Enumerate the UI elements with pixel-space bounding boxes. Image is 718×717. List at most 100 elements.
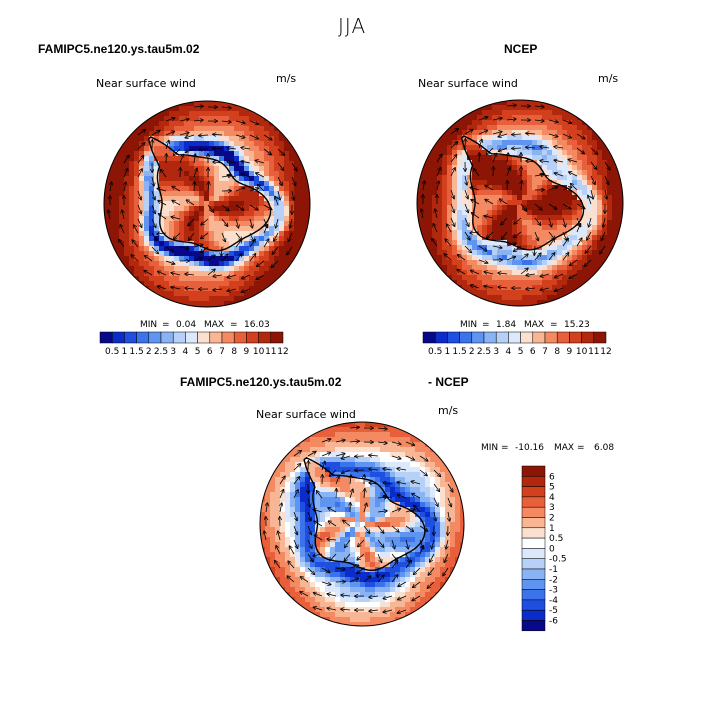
panel3-colorbar-box <box>521 609 546 621</box>
panel1-min-label: MIN <box>140 320 157 330</box>
wind-vector <box>158 286 167 290</box>
panel2-colorbar-label: 9 <box>567 347 573 357</box>
wind-vector <box>512 134 522 135</box>
panel1-case: FAMIPC5.ne120.ys.tau5m.02 <box>38 42 200 56</box>
panel1-max-value: 16.03 <box>244 320 270 330</box>
wind-vector <box>213 162 223 163</box>
wind-vector <box>341 455 351 459</box>
panel3-colorbar-label: -5 <box>549 606 558 616</box>
wind-vector <box>588 196 592 205</box>
wind-vector <box>471 285 480 289</box>
panel2-colorbar-box <box>532 331 546 344</box>
wind-vector <box>369 469 379 470</box>
wind-vector <box>512 148 522 149</box>
wind-vector <box>174 148 181 155</box>
panel2-eq: = <box>482 320 490 330</box>
panel3-colorbar-box <box>521 537 546 549</box>
wind-vector <box>256 173 265 178</box>
wind-vector <box>165 141 169 150</box>
wind-vector <box>391 539 395 549</box>
wind-vector <box>208 182 209 192</box>
wind-vector <box>119 240 125 248</box>
wind-vector <box>277 148 285 155</box>
panel2-colorbar-label: 5 <box>518 347 524 357</box>
wind-vector <box>548 133 558 137</box>
wind-vector <box>520 203 527 211</box>
wind-vector <box>321 567 330 573</box>
wind-vector <box>377 442 387 443</box>
wind-vector <box>540 147 550 148</box>
panel1-colorbar-label: 8 <box>231 347 237 357</box>
wind-vector <box>492 118 502 120</box>
panel2-colorbar-label: 0.5 <box>428 347 442 357</box>
wind-vector <box>526 288 536 289</box>
panel3-colorbar-label: -6 <box>549 617 558 627</box>
wind-vector <box>300 592 309 597</box>
wind-vector <box>435 209 437 219</box>
panel2-max-value: 15.23 <box>564 320 590 330</box>
wind-vector <box>474 169 480 177</box>
wind-vector <box>478 140 482 149</box>
wind-vector <box>276 546 281 555</box>
wind-vector <box>307 525 311 534</box>
panel1-colorbar-box <box>172 331 186 344</box>
panel1-colorbar-label: 12 <box>277 347 288 357</box>
wind-vector <box>470 188 480 191</box>
wind-vector <box>213 289 223 290</box>
wind-vector <box>279 476 285 485</box>
wind-vector <box>327 608 337 610</box>
panel2-coastline <box>460 135 585 251</box>
panel1-colorbar-box <box>99 331 113 344</box>
wind-vector <box>478 117 488 121</box>
wind-vector <box>137 143 145 150</box>
panel1-colorbar-box <box>270 331 284 344</box>
wind-vector <box>548 217 552 227</box>
wind-vector <box>591 189 593 199</box>
panel1-max-label: MAX <box>204 320 224 330</box>
wind-vector <box>151 232 157 241</box>
wind-vector <box>235 204 244 210</box>
wind-vector <box>193 106 203 107</box>
wind-vector <box>279 490 284 499</box>
wind-vector <box>330 469 337 476</box>
wind-vector <box>307 553 313 562</box>
wind-vector <box>600 245 606 254</box>
wind-vector <box>242 174 251 178</box>
wind-vector <box>540 273 550 277</box>
wind-vector <box>137 218 142 227</box>
wind-vector <box>464 217 469 226</box>
wind-vector <box>271 260 279 267</box>
wind-vector <box>398 609 407 613</box>
wind-vector <box>383 483 393 484</box>
panel2-colorbar-box <box>508 331 521 344</box>
panel2-colorbar-box <box>495 331 509 344</box>
panel3-colorbar-box <box>521 517 546 529</box>
wind-vector <box>165 260 175 264</box>
wind-vector <box>584 259 592 266</box>
wind-vector <box>242 274 251 279</box>
wind-vector <box>448 511 450 521</box>
wind-vector <box>506 105 516 106</box>
panel3-colorbar-label: -2 <box>549 575 558 585</box>
panel1-eq: = <box>230 320 238 330</box>
panel2-colorbar-box <box>569 331 582 344</box>
wind-vector <box>499 147 508 151</box>
wind-vector <box>562 119 571 123</box>
wind-vector <box>314 593 323 597</box>
wind-vector <box>534 217 541 225</box>
panel3-max-label: MAX = <box>554 443 585 453</box>
wind-vector <box>405 510 415 513</box>
wind-vector <box>321 439 331 443</box>
wind-vector <box>293 477 300 485</box>
panel1-map <box>103 100 311 308</box>
wind-vector <box>391 561 398 569</box>
wind-vector <box>391 575 398 583</box>
wind-vector <box>193 120 203 121</box>
wind-vector <box>277 162 284 170</box>
wind-vector <box>398 581 407 586</box>
wind-vector <box>534 231 538 240</box>
wind-vector <box>344 553 351 561</box>
panel2-colorbar-label: 12 <box>600 347 611 357</box>
panel2-border <box>416 99 624 307</box>
wind-vector <box>327 594 337 596</box>
